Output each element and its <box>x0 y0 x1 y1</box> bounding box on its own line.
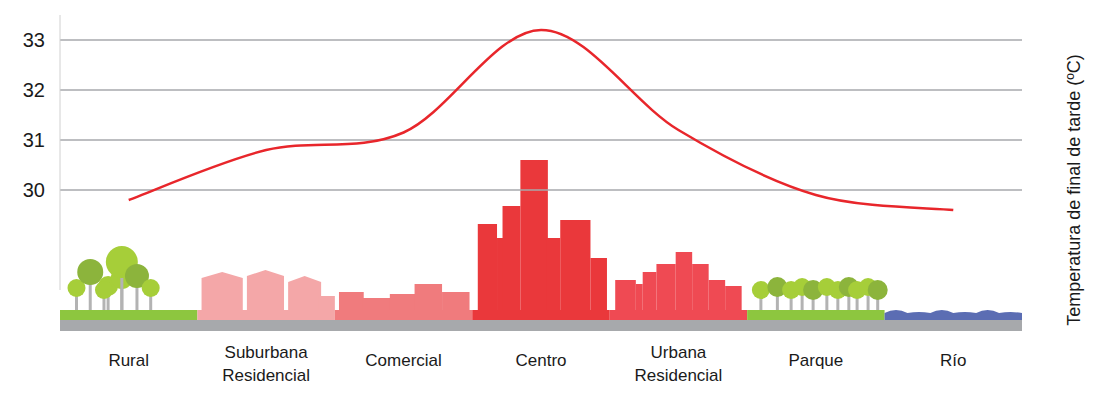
category-label: Suburbana Residencial <box>222 343 310 385</box>
river <box>885 310 1022 320</box>
building <box>590 258 606 310</box>
tree-crown <box>77 259 103 285</box>
ground-base <box>60 320 1022 331</box>
building <box>520 160 547 310</box>
label-line: Residencial <box>634 366 722 385</box>
grass <box>60 310 197 320</box>
tree-crown <box>752 281 770 299</box>
y-tick-label: 31 <box>23 129 45 151</box>
building <box>643 272 657 310</box>
building-base <box>610 310 747 320</box>
y-axis-title: Temperatura de final de tarde (ºC) <box>1064 54 1084 326</box>
label-line: Residencial <box>222 366 310 385</box>
grid-line <box>60 189 1022 191</box>
grid-line <box>60 89 1022 91</box>
temperature-line <box>129 30 954 210</box>
x-axis: Rural Suburbana Residencial Comercial Centro… <box>108 343 966 385</box>
building <box>362 298 392 310</box>
y-tick-label: 33 <box>23 29 45 51</box>
building <box>339 292 364 310</box>
building <box>709 280 725 310</box>
building <box>615 280 636 310</box>
house <box>288 276 321 310</box>
house <box>202 272 243 310</box>
building <box>390 294 417 310</box>
building <box>656 264 675 310</box>
building <box>676 252 692 310</box>
label-line: Urbana <box>651 343 707 362</box>
building <box>546 238 560 310</box>
category-label: Centro <box>515 351 566 370</box>
building <box>560 220 590 310</box>
building-base <box>335 310 472 320</box>
building <box>442 292 469 310</box>
skyline <box>60 160 1022 331</box>
grid-line <box>60 39 1022 41</box>
category-label: Urbana Residencial <box>634 343 722 385</box>
y-axis: 30 31 32 33 <box>23 15 1022 290</box>
building <box>415 284 442 310</box>
chart-svg: 30 31 32 33 Rural Suburbana Residencial Comerci… <box>0 0 1093 399</box>
tree-crown <box>142 279 160 297</box>
grid-line <box>60 139 1022 141</box>
category-label: Rural <box>108 351 149 370</box>
category-label: Comercial <box>365 351 442 370</box>
axis-line <box>60 15 61 290</box>
building <box>478 224 497 310</box>
building <box>725 286 741 310</box>
grass <box>747 310 884 320</box>
building <box>692 264 708 310</box>
label-line: Suburbana <box>225 343 309 362</box>
category-label: Parque <box>788 351 843 370</box>
y-tick-label: 30 <box>23 179 45 201</box>
building <box>503 206 521 310</box>
building <box>318 296 334 310</box>
tree-crown <box>95 281 113 299</box>
building-base <box>197 310 334 320</box>
house <box>247 270 284 310</box>
building-base <box>472 310 609 320</box>
y-tick-label: 32 <box>23 79 45 101</box>
plot-area <box>129 30 954 210</box>
chart-container: 30 31 32 33 Rural Suburbana Residencial Comerci… <box>0 0 1093 399</box>
category-label: Río <box>940 351 966 370</box>
building <box>636 284 643 310</box>
tree-crown <box>868 280 888 300</box>
